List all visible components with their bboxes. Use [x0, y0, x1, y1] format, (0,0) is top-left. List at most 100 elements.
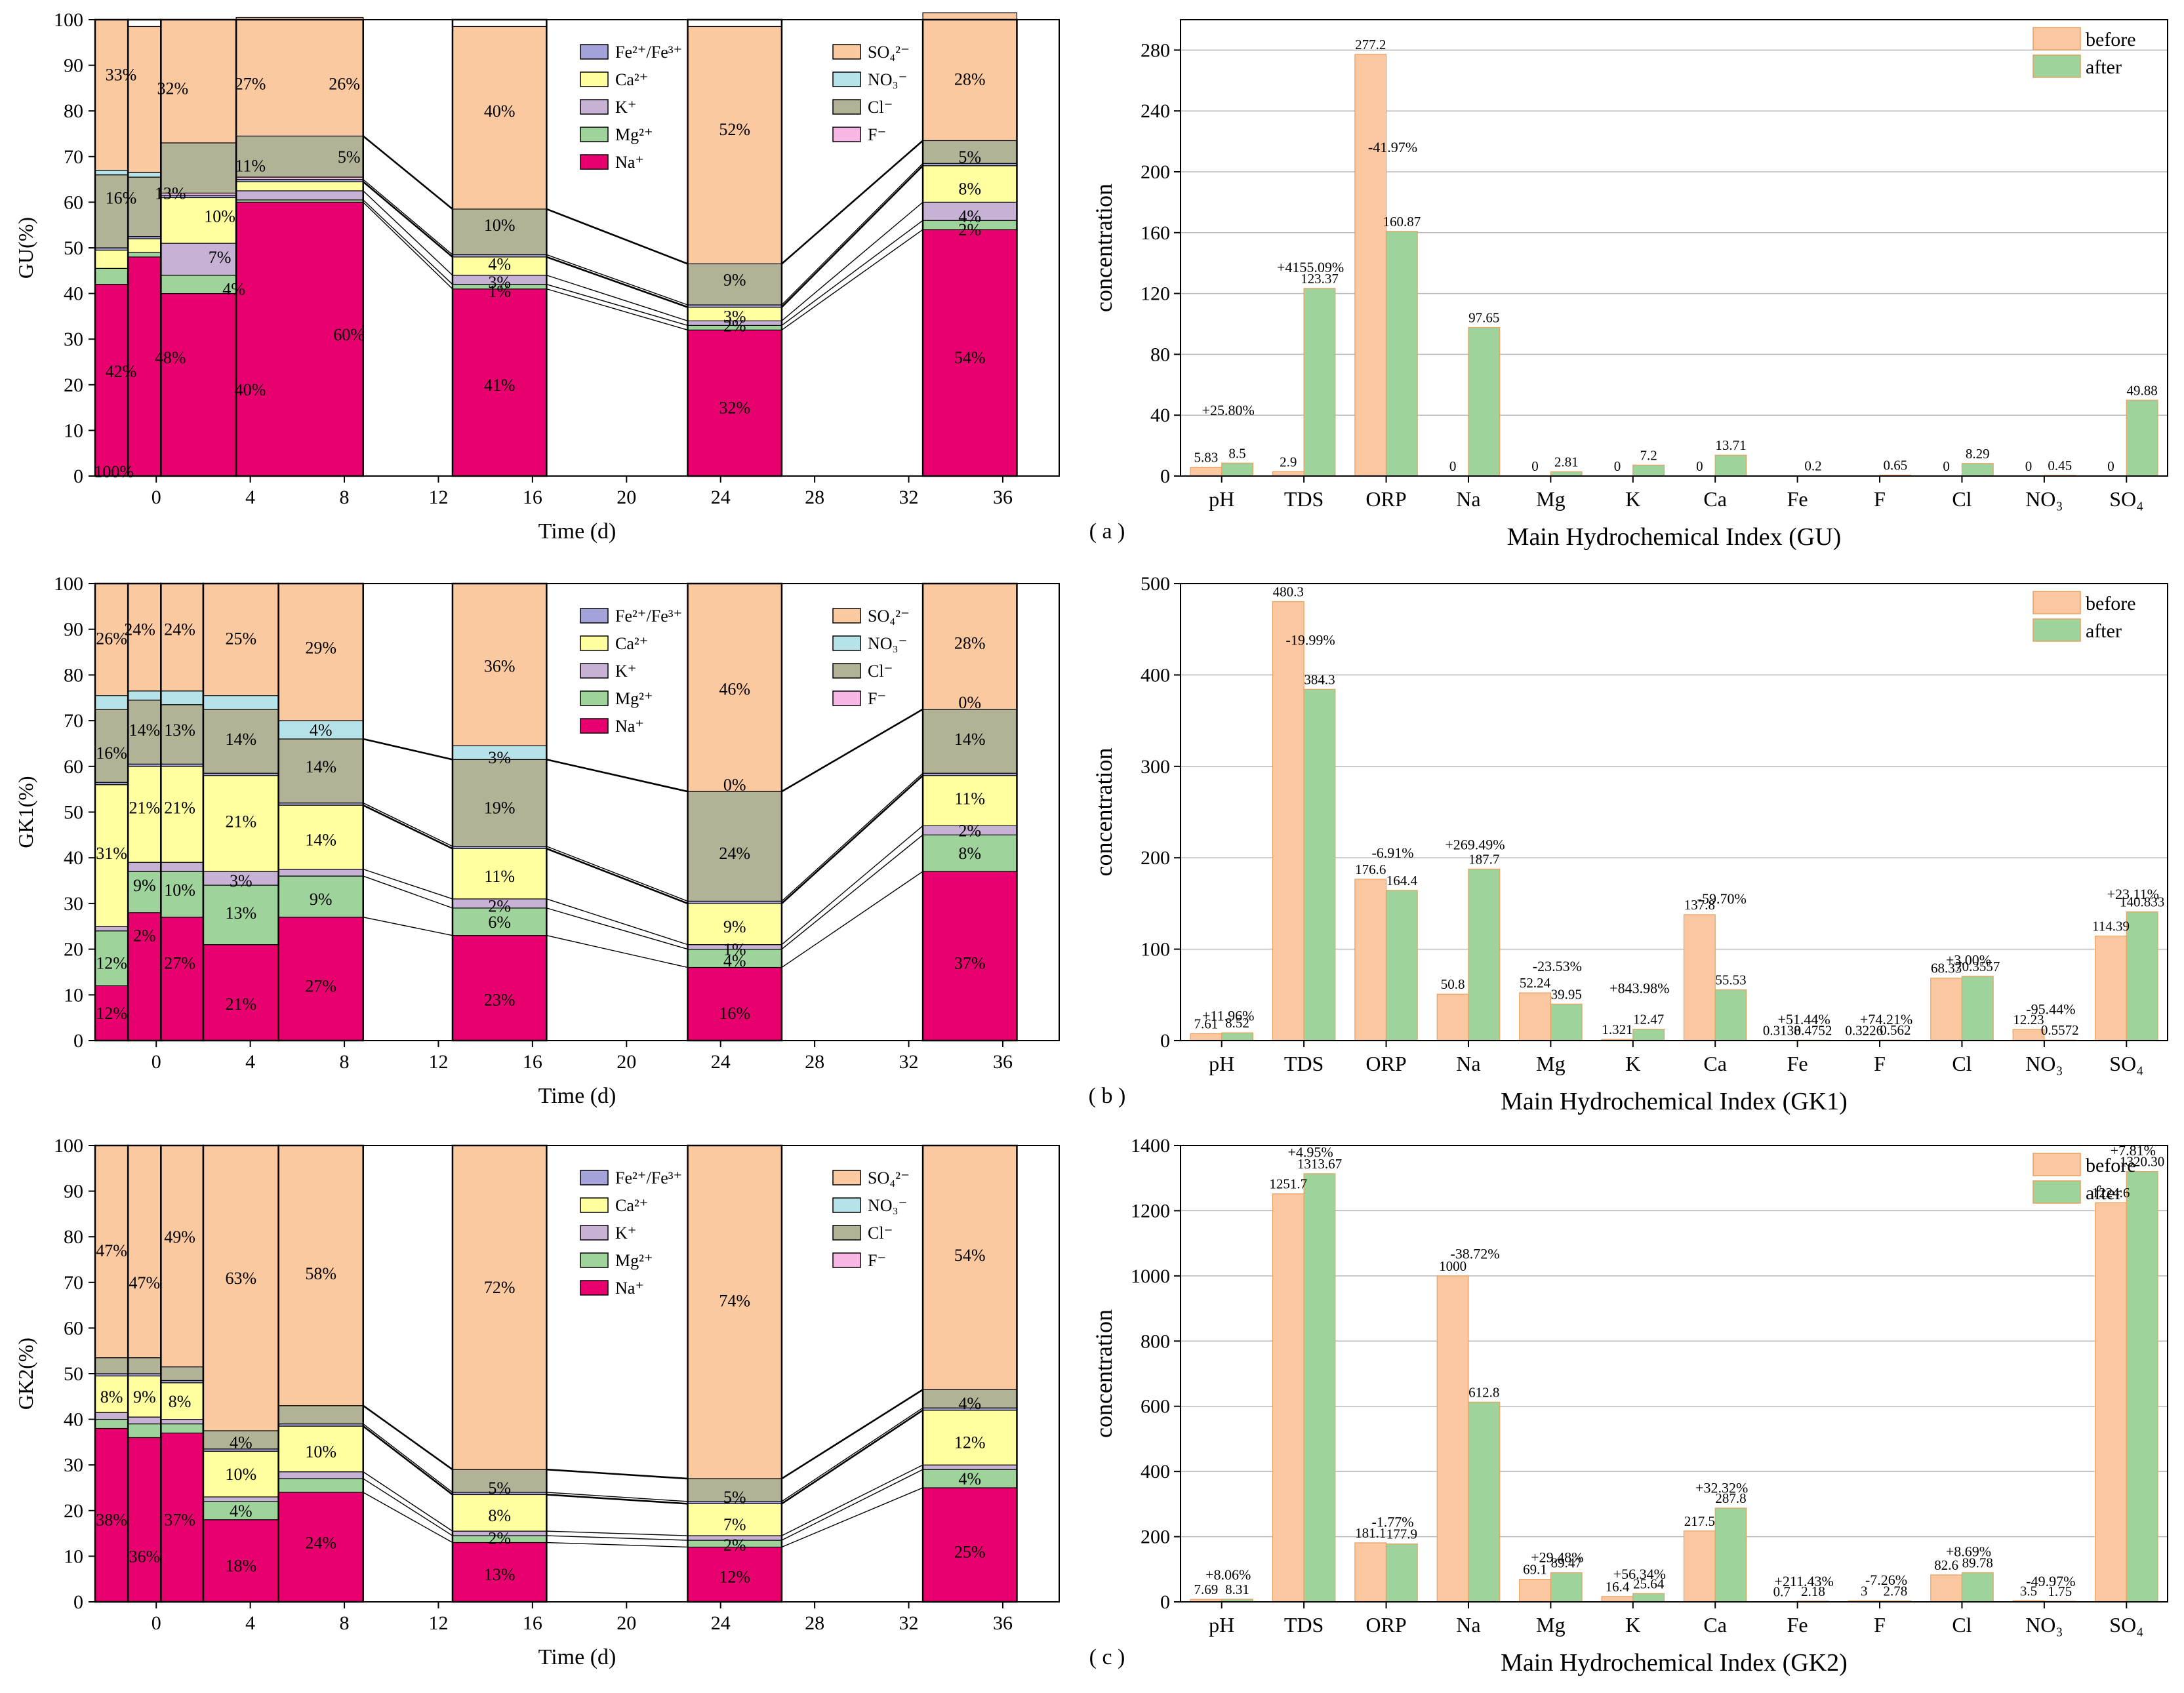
stack-segment	[160, 243, 237, 276]
connector-line	[781, 1464, 923, 1536]
percent-change-label: +23.11%	[2107, 886, 2159, 902]
segment-label: 38%	[96, 1511, 127, 1530]
x-tick-label: 32	[899, 1051, 919, 1073]
x-tick-label: 16	[523, 487, 542, 508]
stack-segment	[94, 1357, 129, 1374]
bar-after	[1714, 989, 1747, 1041]
y-tick-label: 1000	[1131, 1265, 1170, 1287]
y-tick-label: 90	[64, 619, 83, 641]
connector-line	[781, 825, 923, 946]
bar-after	[1468, 1401, 1501, 1603]
category-label: NO₃	[2025, 1613, 2063, 1637]
y-axis-label: GK2(%)	[14, 1338, 37, 1410]
segment-label: 11%	[235, 157, 266, 176]
bar-before	[1354, 879, 1387, 1041]
stack-segment	[922, 1389, 1018, 1408]
legend-swatch	[580, 154, 609, 170]
segment-label: 36%	[129, 1547, 160, 1566]
category-label: pH	[1209, 487, 1234, 511]
stack-segment	[278, 917, 364, 1041]
bar-after	[1961, 463, 1994, 477]
y-tick-label: 20	[64, 1500, 83, 1522]
legend-label: Mg²⁺	[615, 125, 653, 144]
bar-value-label: 0	[1531, 458, 1539, 474]
legend-swatch	[580, 663, 609, 679]
segment-label: 19%	[484, 799, 516, 818]
y-tick-label: 120	[1141, 283, 1170, 305]
bar-value-label: 0.4752	[1794, 1022, 1832, 1038]
stack-segment	[127, 1437, 161, 1603]
category-label: F	[1874, 1052, 1886, 1075]
legend-label: SO₄²⁻	[868, 43, 910, 62]
category-label: NO₃	[2025, 1052, 2063, 1075]
segment-label: 7%	[723, 1515, 746, 1534]
y-tick-label: 30	[64, 329, 83, 350]
segment-label: 60%	[333, 325, 365, 344]
y-tick-label: 100	[1141, 939, 1170, 961]
bar-value-label: 70.3557	[1955, 959, 2000, 974]
connector-line	[363, 199, 453, 285]
legend-label: SO₄²⁻	[868, 607, 910, 626]
legend-label: Ca²⁺	[615, 634, 648, 653]
bar-after	[1303, 1173, 1336, 1603]
segment-label: 32%	[157, 79, 188, 98]
bar-value-label: 0.3138	[1763, 1023, 1801, 1039]
segment-label: 4%	[723, 951, 746, 970]
segment-label: 4%	[230, 1502, 253, 1521]
segment-label: 11%	[484, 867, 515, 886]
stack-segment	[127, 862, 161, 872]
category-label: TDS	[1284, 1613, 1324, 1637]
bar-value-label: 3.5	[2020, 1583, 2037, 1599]
category-label: SO₄	[2109, 1613, 2143, 1637]
y-tick-label: 0	[1160, 466, 1170, 487]
segment-label: 11%	[954, 789, 985, 808]
stack-segment	[687, 903, 782, 946]
percent-change-label: -1.77%	[1371, 1514, 1413, 1530]
stack-segment	[687, 26, 782, 264]
segment-label: 54%	[954, 1246, 986, 1265]
segment-label: 100%	[94, 462, 134, 481]
stack-segment	[160, 1419, 204, 1425]
y-tick-label: 70	[64, 146, 83, 168]
connector-line	[546, 935, 688, 968]
legend-label: Na⁺	[615, 717, 644, 736]
connector-line	[363, 802, 453, 847]
category-label: Fe	[1787, 487, 1808, 511]
bar-value-label: 2.81	[1554, 454, 1579, 469]
bar-value-label: 49.88	[2126, 382, 2157, 398]
y-tick-label: 200	[1141, 161, 1170, 183]
bar-value-label: 181.1	[1355, 1525, 1386, 1541]
bar-after	[1468, 327, 1501, 477]
connector-line	[546, 1530, 688, 1536]
stack-segment	[127, 700, 161, 765]
connector-line	[546, 1492, 688, 1502]
segment-label: 33%	[106, 66, 137, 85]
y-tick-label: 10	[64, 984, 83, 1006]
y-axis-label: concentration	[1091, 1309, 1117, 1438]
percent-change-label: +51.44%	[1778, 1011, 1830, 1027]
legend-label: Mg²⁺	[615, 689, 653, 708]
segment-label: 21%	[225, 995, 256, 1014]
stack-segment	[160, 1145, 204, 1368]
category-label: ORP	[1365, 1052, 1406, 1075]
stack-segment	[94, 19, 129, 171]
segment-label: 54%	[954, 348, 986, 367]
connector-line	[362, 1425, 453, 1496]
bar-value-label: 2.9	[1280, 454, 1297, 469]
segment-label: 46%	[719, 679, 750, 698]
segment-label: 25%	[225, 629, 256, 648]
percent-change-label: +211.43%	[1774, 1573, 1833, 1589]
bar-value-label: 160.87	[1383, 214, 1421, 229]
bar-after	[1385, 1543, 1418, 1603]
x-tick-label: 16	[523, 1612, 542, 1634]
segment-label: 4%	[222, 280, 245, 299]
segment-label: 18%	[225, 1556, 256, 1575]
bar-value-label: 0	[2025, 458, 2032, 474]
stack-segment	[127, 238, 161, 253]
bar-after	[1221, 462, 1253, 477]
stack-segment	[278, 720, 364, 740]
y-tick-label: 200	[1141, 1526, 1170, 1548]
bar-after	[1385, 231, 1418, 477]
bar-value-label: 13.71	[1715, 437, 1746, 453]
